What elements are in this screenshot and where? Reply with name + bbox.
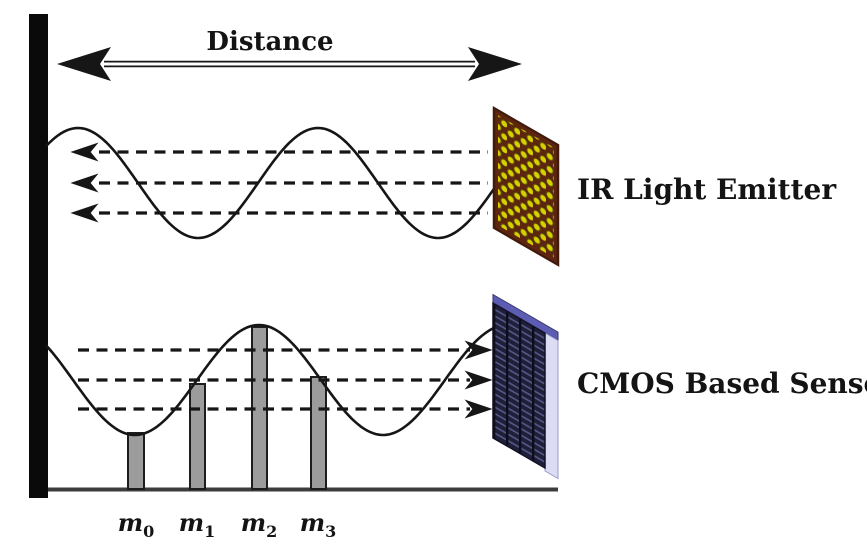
m2-base: m [241, 508, 266, 537]
left-arrowhead-icon [70, 173, 99, 193]
measurement-label-m3: m3 [300, 508, 337, 541]
distance-arrow: Distance [57, 27, 522, 81]
cmos-sensor-panel [492, 293, 559, 480]
measurement-label-m2: m2 [241, 508, 278, 541]
sample-bar-m0 [127, 432, 145, 490]
distance-arrowhead-right-icon [468, 47, 522, 81]
sensor-pixel-face [492, 301, 546, 470]
m0-subscript: 0 [143, 522, 154, 541]
left-arrowhead-icon [70, 142, 99, 162]
right-arrowhead-icon [464, 340, 493, 360]
sample-bars [127, 326, 327, 490]
reflected-wave [45, 323, 500, 437]
m0-base: m [118, 508, 143, 537]
m1-base: m [179, 508, 204, 537]
measurement-label-m0: m0 [118, 508, 155, 541]
m2-subscript: 2 [266, 522, 277, 541]
m3-subscript: 3 [325, 522, 336, 541]
emitted-wave [45, 126, 498, 240]
m1-subscript: 1 [204, 522, 215, 541]
target-wall [29, 14, 48, 498]
sensor-label: CMOS Based Sensor [577, 367, 867, 400]
sample-bar-m3 [310, 376, 327, 490]
right-arrowhead-icon [464, 399, 493, 419]
right-arrowhead-icon [464, 370, 493, 390]
left-arrowhead-icon [70, 203, 99, 223]
emitter-label: IR Light Emitter [577, 173, 837, 206]
measurement-label-m1: m1 [179, 508, 216, 541]
sensor-side-edge [544, 332, 559, 480]
distance-label: Distance [206, 27, 333, 57]
emitter-led-array [498, 115, 554, 258]
m3-base: m [300, 508, 325, 537]
reflected-rays [78, 340, 493, 419]
ir-emitter-panel [492, 106, 560, 267]
distance-arrowhead-left-icon [57, 47, 111, 81]
sample-bar-m1 [189, 383, 206, 490]
emitted-rays [70, 142, 488, 223]
